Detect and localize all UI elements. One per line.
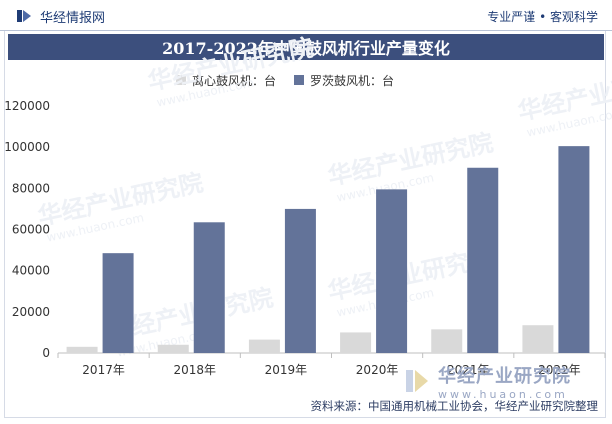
y-tick-label: 0 (42, 346, 50, 360)
chart-legend: 离心鼓风机：台 罗茨鼓风机：台 (176, 70, 394, 90)
legend-item-roots: 罗茨鼓风机：台 (294, 72, 394, 89)
bar-centrifugal (248, 339, 280, 353)
chart-axes (57, 352, 606, 358)
chart-bars (66, 146, 590, 353)
x-tick-label: 2019年 (265, 363, 308, 377)
bar-roots (284, 208, 316, 353)
huajing-logo-icon (17, 10, 31, 22)
legend-label-roots: 罗茨鼓风机：台 (310, 73, 395, 88)
site-name: 华经情报网 (40, 10, 106, 26)
x-tick-label: 2022年 (538, 363, 581, 377)
brand-mark-icon (406, 370, 428, 392)
bar-roots (102, 253, 134, 353)
chart-labels: 0 20000 40000 60000 80000 100000 120000 2017年 20… (4, 99, 581, 377)
data-source-note: 资料来源：中国通用机械工业协会，华经产业研究院整理 (310, 399, 599, 413)
site-tagline: 专业严谨 • 客观科学 (487, 10, 598, 24)
x-tick-label: 2017年 (82, 363, 125, 377)
legend-swatch-roots (294, 75, 305, 85)
bar-roots (558, 146, 590, 353)
y-tick-label: 20000 (12, 305, 50, 319)
y-tick-label: 100000 (4, 140, 50, 154)
legend-item-centrifugal: 离心鼓风机：台 (176, 72, 276, 89)
bar-centrifugal (431, 329, 463, 353)
y-tick-label: 120000 (4, 99, 50, 113)
legend-label-centrifugal: 离心鼓风机：台 (192, 73, 277, 88)
y-tick-label: 40000 (12, 264, 50, 278)
bar-centrifugal (340, 332, 372, 353)
x-tick-label: 2021年 (447, 363, 490, 377)
legend-swatch-centrifugal (176, 75, 186, 85)
y-tick-label: 60000 (12, 223, 50, 237)
chart-title: 2017-2022年中国鼓风机行业产量变化 (8, 34, 604, 60)
site-brand[interactable]: 华经情报网 (16, 6, 105, 26)
y-tick-label: 80000 (12, 181, 50, 195)
bar-centrifugal (157, 344, 189, 353)
x-tick-label: 2020年 (356, 363, 399, 377)
top-bar: 华经情报网 专业严谨 • 客观科学 (0, 0, 612, 31)
brand-mark-name: 华经产业研究院 (438, 365, 571, 387)
bar-roots (467, 167, 499, 353)
bar-centrifugal (522, 325, 554, 353)
bar-roots (193, 222, 225, 353)
brand-mark-url: www.huaon.com (438, 387, 568, 401)
bar-centrifugal (66, 346, 98, 353)
x-tick-label: 2018年 (173, 363, 216, 377)
bar-roots (376, 189, 408, 353)
brand-mark: 华经产业研究院 www.huaon.com (404, 362, 600, 401)
